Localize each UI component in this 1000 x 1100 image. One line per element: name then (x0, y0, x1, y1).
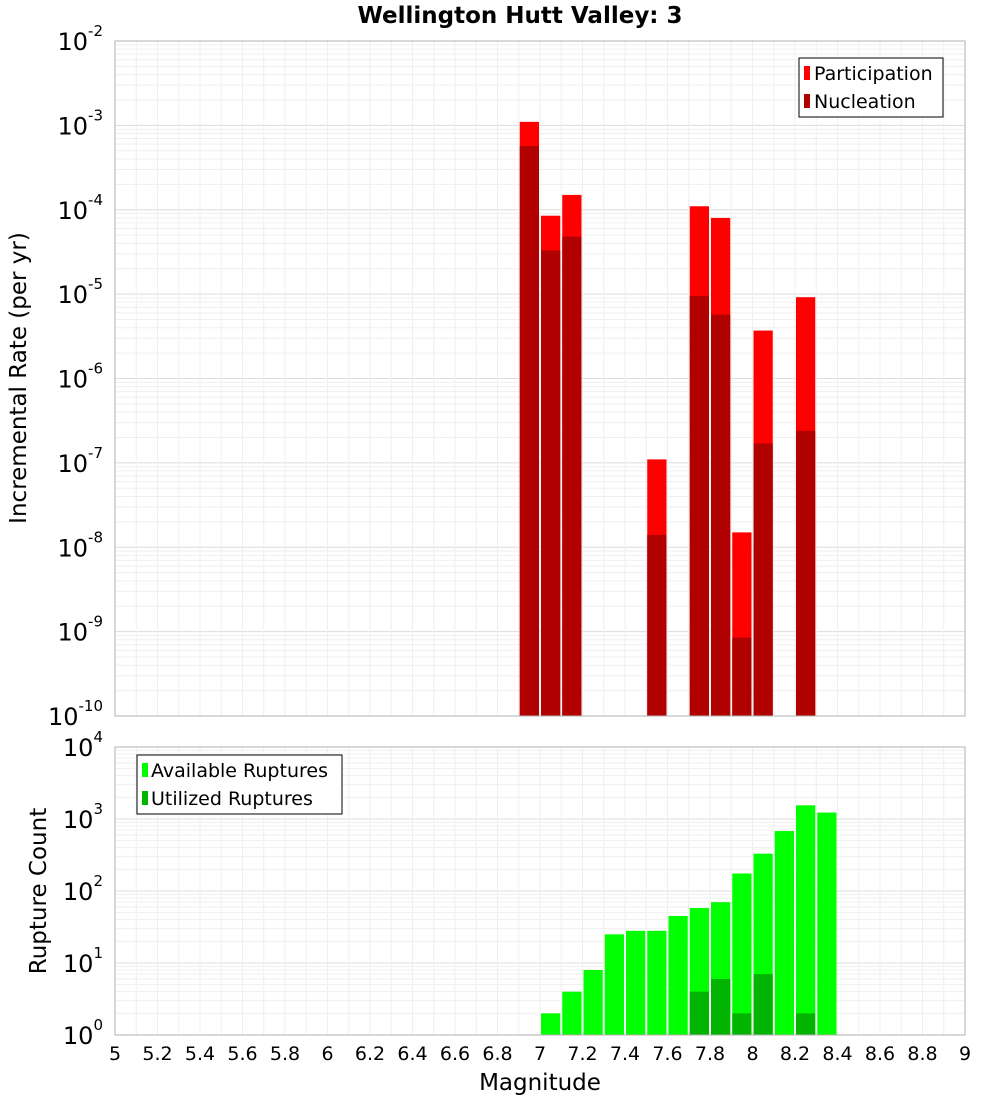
nucleation-bar (562, 236, 582, 716)
y-tick-label: 10-3 (57, 106, 103, 140)
x-tick-label: 6.2 (355, 1043, 385, 1065)
available-ruptures-bar (774, 831, 794, 1035)
utilized-ruptures-bar (711, 978, 731, 1035)
y-tick-label: 10-5 (57, 275, 103, 309)
rate-bars (519, 121, 816, 717)
x-tick-label: 8.4 (822, 1043, 852, 1065)
y-tick-label: 10-9 (57, 613, 103, 647)
x-tick-label: 6 (321, 1043, 333, 1065)
rate-panel: 10-10 10-9 10-8 10-7 10-6 10-5 10-4 10-3 10-2 In… (6, 22, 966, 731)
x-tick-label: 8.6 (865, 1043, 895, 1065)
x-tick-label: 8.8 (907, 1043, 937, 1065)
utilized-ruptures-bar (732, 1013, 752, 1035)
x-tick-label: 5 (109, 1043, 121, 1065)
x-tick-label: 6.4 (397, 1043, 427, 1065)
chart-title: Wellington Hutt Valley: 3 (357, 3, 682, 29)
y-tick-label: 104 (63, 728, 103, 762)
available-ruptures-bar (647, 930, 667, 1035)
nucleation-bar (753, 443, 773, 716)
x-tick-label: 6.6 (440, 1043, 470, 1065)
nucleation-bar (519, 145, 539, 717)
utilized-ruptures-legend-label: Utilized Ruptures (151, 788, 313, 810)
x-tick-label: 7.4 (610, 1043, 640, 1065)
participation-legend-swatch (804, 66, 810, 80)
available-ruptures-bar (796, 805, 816, 1035)
x-tick-label: 8.2 (780, 1043, 810, 1065)
available-ruptures-bar (562, 991, 582, 1035)
x-tick-label: 7 (534, 1043, 546, 1065)
y-tick-label: 10-8 (57, 528, 103, 562)
rate-legend: Participation Nucleation (798, 57, 944, 118)
nucleation-bar (689, 296, 709, 716)
y-tick-label: 103 (63, 800, 103, 834)
utilized-ruptures-bar (689, 991, 709, 1035)
participation-legend-label: Participation (814, 63, 933, 85)
x-tick-label: 9 (959, 1043, 971, 1065)
count-legend-box (136, 754, 343, 815)
count-panel: 100 101 102 103 104 5 5.2 5.4 5.6 5.8 6 6.2 6.4 6.6 6… (26, 728, 971, 1096)
count-plot-border (114, 746, 966, 1036)
rate-y-axis-label: Incremental Rate (per yr) (6, 232, 32, 524)
nucleation-legend-label: Nucleation (814, 91, 916, 113)
x-tick-label: 7.8 (695, 1043, 725, 1065)
x-axis-label: Magnitude (479, 1070, 601, 1096)
y-tick-label: 10-10 (48, 697, 103, 731)
available-ruptures-legend-swatch (142, 763, 148, 777)
x-tick-label: 5.4 (185, 1043, 215, 1065)
y-tick-label: 10-4 (57, 191, 103, 225)
utilized-ruptures-bar (753, 974, 773, 1035)
x-tick-labels: 5 5.2 5.4 5.6 5.8 6 6.2 6.4 6.6 6.8 7 7.2 7.4 7.6 7.8 8… (109, 1043, 971, 1065)
nucleation-bar (541, 250, 561, 717)
y-tick-label: 10-2 (57, 22, 103, 56)
available-ruptures-bar (626, 930, 646, 1035)
count-legend: Available Ruptures Utilized Ruptures (136, 754, 343, 815)
x-tick-label: 5.6 (227, 1043, 257, 1065)
available-ruptures-bar (604, 934, 624, 1035)
x-tick-label: 8 (746, 1043, 758, 1065)
rate-gridlines (114, 41, 966, 717)
nucleation-legend-swatch (804, 94, 810, 108)
nucleation-bar (796, 430, 816, 716)
available-ruptures-bar (732, 873, 752, 1035)
y-tick-label: 101 (63, 944, 103, 978)
available-ruptures-legend-label: Available Ruptures (151, 760, 328, 782)
nucleation-bar (711, 314, 731, 716)
available-ruptures-bar (583, 969, 603, 1035)
nucleation-bar (647, 534, 667, 716)
available-ruptures-bar (817, 812, 837, 1035)
y-tick-label: 10-7 (57, 444, 103, 478)
rate-legend-box (798, 57, 944, 118)
x-tick-label: 7.6 (652, 1043, 682, 1065)
rate-plot-border (114, 40, 966, 717)
x-tick-label: 5.2 (142, 1043, 172, 1065)
count-bars (541, 805, 837, 1035)
available-ruptures-bar (668, 915, 688, 1035)
rate-y-tick-labels: 10-10 10-9 10-8 10-7 10-6 10-5 10-4 10-3 10-2 (48, 22, 103, 731)
utilized-ruptures-legend-swatch (142, 791, 148, 805)
y-tick-label: 10-6 (57, 360, 103, 394)
count-y-tick-labels: 100 101 102 103 104 (63, 728, 103, 1050)
x-tick-label: 7.2 (567, 1043, 597, 1065)
available-ruptures-bar (541, 1013, 561, 1035)
x-tick-label: 5.8 (270, 1043, 300, 1065)
x-tick-label: 6.8 (482, 1043, 512, 1065)
y-tick-label: 100 (63, 1016, 103, 1050)
utilized-ruptures-bar (796, 1013, 816, 1035)
nucleation-bar (732, 637, 752, 716)
count-y-axis-label: Rupture Count (26, 808, 52, 974)
y-tick-label: 102 (63, 872, 103, 906)
